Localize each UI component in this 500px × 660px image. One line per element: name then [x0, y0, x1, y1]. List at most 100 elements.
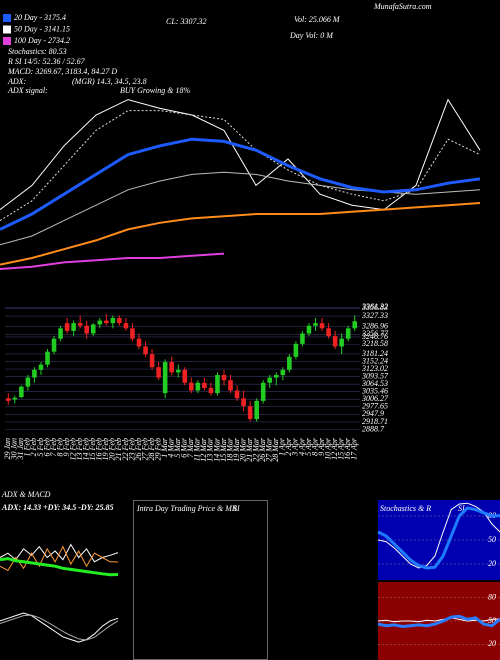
day-volume: Day Vol: 0 M	[289, 31, 334, 40]
y-tick-label: 20	[488, 639, 496, 648]
x-tick-label: 30 Jan	[10, 438, 19, 461]
info: R SI 14/5: 52.36 / 52.67	[7, 57, 86, 66]
series-line	[0, 137, 481, 231]
x-tick-label: 15 Mar	[219, 437, 228, 462]
candle-body	[260, 382, 266, 401]
legend-label: 100 Day - 2734.2	[14, 36, 70, 45]
close-price: CL: 3307.32	[166, 17, 206, 26]
x-tick-label: 27 Mar	[265, 437, 274, 462]
panel-title: Stochastics & R	[380, 504, 431, 513]
y-tick-label: 50	[488, 616, 496, 625]
candle-body	[293, 343, 299, 357]
y-tick-label: 3218.58	[361, 339, 388, 348]
y-tick-label: 3035.46	[361, 387, 388, 396]
y-tick-label: 3256.77	[361, 329, 389, 338]
candle-body	[182, 369, 188, 383]
x-tick-label: 22 Mar	[252, 437, 261, 462]
x-tick-label: 22 Feb	[121, 438, 130, 460]
candle-body	[130, 328, 135, 339]
candle-body	[352, 321, 358, 329]
x-tick-label: 28 Feb	[147, 438, 156, 460]
x-tick-label: 9 Feb	[62, 438, 71, 456]
candle-body	[345, 328, 351, 339]
x-tick-label: 16 Feb	[95, 438, 104, 460]
candle-body	[189, 382, 194, 391]
candle-body	[273, 374, 279, 378]
x-tick-label: 14 Feb	[82, 438, 91, 460]
x-tick-label: 10 Apr	[323, 437, 332, 460]
candle-body	[143, 346, 148, 355]
candle-body	[332, 336, 338, 347]
y-tick-label: 2918.71	[362, 417, 388, 426]
candle-body	[12, 397, 18, 400]
candle-body	[136, 338, 142, 347]
candle-body	[247, 406, 253, 420]
x-tick-label: 16 Apr	[343, 437, 352, 460]
x-tick-label: 14 Mar	[212, 437, 221, 462]
candle-body	[339, 338, 344, 347]
legend-swatch	[3, 25, 11, 34]
candle-body	[45, 351, 50, 365]
series-line	[0, 252, 225, 270]
candle-body	[280, 369, 286, 375]
candle-body	[51, 338, 57, 352]
x-tick-label: 23 Feb	[127, 438, 136, 460]
y-tick-label: 3327.33	[361, 311, 388, 320]
y-tick-label: 3181.24	[361, 349, 388, 358]
panel-title: SI	[458, 504, 465, 513]
x-tick-label: 6 Mar	[180, 437, 189, 458]
x-tick-label: 8 Apr	[310, 437, 319, 456]
info: MACD: 3269.67, 3183.4, 84.27 D	[7, 67, 117, 76]
y-tick-label: 20	[488, 559, 496, 568]
x-tick-label: 9 Apr	[317, 437, 326, 456]
legend-label: 50 Day - 3141.15	[14, 24, 70, 33]
adx-value: (MGR) 14.3, 34.5, 23.8	[72, 77, 147, 86]
x-tick-label: 1 Mar	[160, 437, 169, 458]
site: MunafaSutra.com	[373, 2, 432, 11]
x-tick-label: 2 Apr	[284, 437, 293, 456]
volume: Vol: 25.066 M	[294, 15, 341, 24]
y-tick-label: 3006.27	[361, 394, 389, 403]
candle-body	[117, 317, 122, 324]
legend-swatch	[3, 37, 11, 45]
x-tick-label: 5 Feb	[36, 438, 45, 456]
x-tick-label: 6 Feb	[42, 438, 51, 456]
series-line	[0, 557, 119, 577]
candle-body	[162, 362, 168, 394]
x-tick-label: 5 Apr	[304, 437, 313, 456]
candle-body	[234, 390, 240, 399]
series-line	[0, 110, 481, 222]
candle-body	[110, 317, 116, 324]
y-tick-label: 50	[488, 535, 496, 544]
y-tick-label: 3361.32	[361, 302, 388, 311]
x-tick-label: 3 Apr	[291, 437, 300, 457]
x-tick-label: 27 Feb	[140, 438, 149, 460]
y-tick-label: 3152.24	[361, 356, 388, 365]
x-tick-label: 20 Mar	[238, 437, 247, 462]
candle-body	[202, 382, 207, 388]
series-line	[377, 614, 500, 629]
adx-label: ADX:	[7, 77, 27, 86]
candle-body	[97, 320, 103, 325]
panel-title: Intra Day Trading Price & MR	[136, 504, 237, 513]
series-line	[0, 545, 119, 572]
x-tick-label: 13 Feb	[75, 438, 84, 460]
y-tick-label: 3064.53	[361, 379, 388, 388]
x-tick-label: 29 Feb	[153, 438, 162, 460]
candle-body	[287, 356, 292, 370]
x-tick-label: 12 Mar	[199, 437, 208, 462]
candle-body	[215, 374, 220, 394]
candle-body	[104, 320, 109, 324]
y-tick-label: 3356.83	[361, 303, 388, 312]
x-tick-label: 19 Mar	[232, 437, 241, 462]
x-tick-label: 31 Jan	[16, 438, 25, 461]
legend-label: 20 Day - 3175.4	[14, 13, 66, 22]
x-tick-label: 12 Feb	[68, 438, 77, 460]
candle-body	[267, 377, 273, 383]
candle-body	[5, 398, 11, 401]
series-line	[0, 543, 119, 563]
x-tick-label: 1 Feb	[23, 438, 32, 456]
candle-body	[77, 323, 83, 326]
x-tick-label: 21 Feb	[114, 438, 123, 460]
